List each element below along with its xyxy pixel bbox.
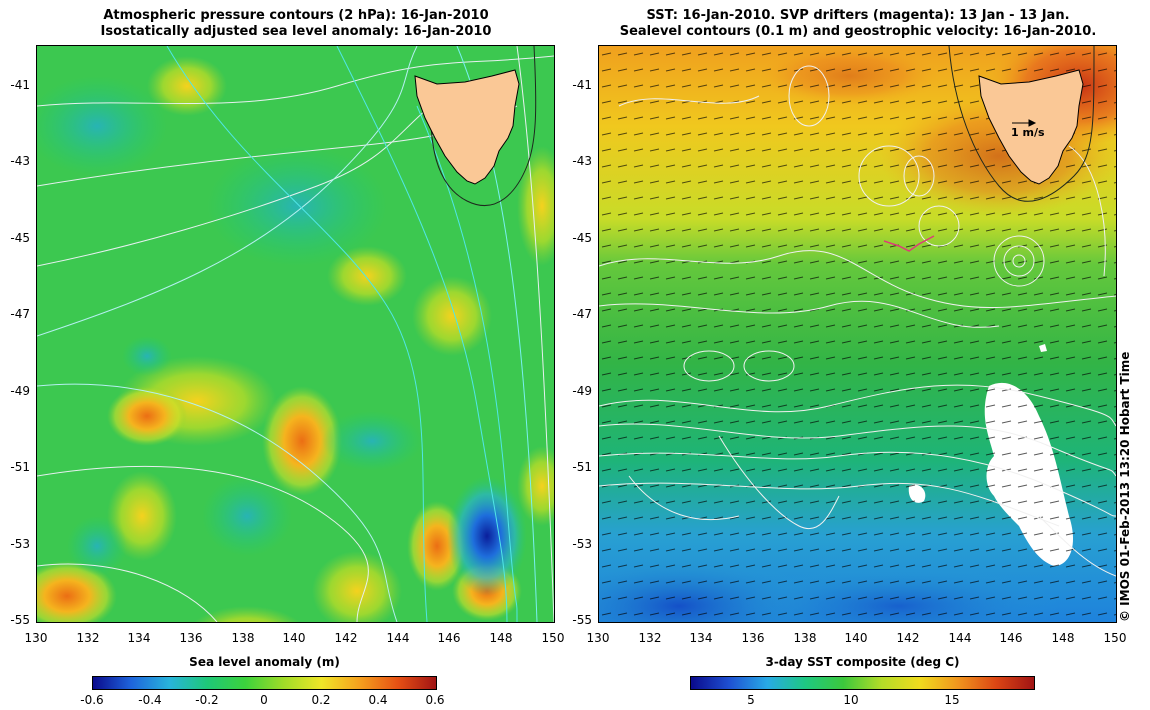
pressure-contours	[37, 46, 554, 622]
velocity-scale-arrow	[1012, 119, 1037, 127]
sla-colorbar-label: Sea level anomaly (m)	[189, 655, 340, 669]
right-title-line1: SST: 16-Jan-2010. SVP drifters (magenta)…	[646, 8, 1070, 23]
x-tick: 136	[741, 631, 765, 645]
colorbar-tick: 10	[843, 693, 859, 707]
left-title-line1: Atmospheric pressure contours (2 hPa): 1…	[103, 8, 489, 23]
x-tick: 138	[793, 631, 817, 645]
y-tick: -41	[10, 78, 30, 92]
sla-colorbar	[92, 676, 437, 690]
y-tick: -49	[572, 384, 592, 398]
x-tick: 140	[282, 631, 306, 645]
colorbar-tick: 15	[944, 693, 960, 707]
y-tick: -51	[572, 460, 592, 474]
sea-level-anomaly-map	[36, 45, 555, 623]
y-tick: -51	[10, 460, 30, 474]
velocity-scale-label: 1 m/s	[1011, 126, 1045, 139]
y-tick: -43	[10, 154, 30, 168]
colorbar-tick: 0	[260, 693, 268, 707]
x-tick: 144	[386, 631, 410, 645]
colorbar-tick: 5	[747, 693, 755, 707]
right-panel-title: SST: 16-Jan-2010. SVP drifters (magenta)…	[598, 8, 1118, 40]
y-tick: -47	[10, 307, 30, 321]
tasmania-land	[414, 69, 520, 185]
sst-map-svg	[599, 46, 1116, 622]
x-tick: 132	[638, 631, 662, 645]
y-tick: -49	[10, 384, 30, 398]
colorbar-tick: 0.4	[368, 693, 388, 707]
bathymetry-contour-right	[948, 46, 1095, 202]
tasmania-land-right	[978, 69, 1084, 185]
x-tick: 148	[489, 631, 513, 645]
x-tick: 148	[1051, 631, 1075, 645]
y-tick: -45	[572, 231, 592, 245]
x-tick: 130	[586, 631, 610, 645]
x-tick: 130	[24, 631, 48, 645]
x-tick: 136	[179, 631, 203, 645]
left-panel-title: Atmospheric pressure contours (2 hPa): 1…	[36, 8, 556, 40]
sst-colorbar-label: 3-day SST composite (deg C)	[765, 655, 960, 669]
sea-level-contours	[599, 65, 1116, 577]
x-tick: 146	[999, 631, 1023, 645]
colorbar-tick: -0.6	[80, 693, 104, 707]
x-tick: 134	[689, 631, 713, 645]
x-tick: 132	[76, 631, 100, 645]
sst-map	[598, 45, 1117, 623]
x-tick: 150	[1103, 631, 1127, 645]
sst-colorbar	[690, 676, 1035, 690]
x-tick: 142	[896, 631, 920, 645]
y-tick: -55	[10, 613, 30, 627]
x-tick: 138	[231, 631, 255, 645]
x-tick: 142	[334, 631, 358, 645]
x-tick: 150	[541, 631, 565, 645]
colorbar-tick: 0.6	[425, 693, 445, 707]
colorbar-tick: 0.2	[311, 693, 331, 707]
y-tick: -45	[10, 231, 30, 245]
bathymetry-contour	[430, 46, 537, 207]
right-title-line2: Sealevel contours (0.1 m) and geostrophi…	[619, 24, 1097, 39]
y-tick: -41	[572, 78, 592, 92]
y-tick: -53	[10, 537, 30, 551]
imos-credit: © IMOS 01-Feb-2013 13:20 Hobart Time	[1118, 351, 1132, 622]
svp-drifter-track	[883, 235, 935, 252]
y-tick: -43	[572, 154, 592, 168]
x-tick: 146	[437, 631, 461, 645]
x-tick: 144	[948, 631, 972, 645]
colorbar-tick: -0.2	[195, 693, 219, 707]
y-tick: -55	[572, 613, 592, 627]
x-tick: 134	[127, 631, 151, 645]
sla-map-svg	[37, 46, 554, 622]
colorbar-tick: -0.4	[138, 693, 162, 707]
left-title-line2: Isostatically adjusted sea level anomaly…	[100, 24, 492, 39]
y-tick: -47	[572, 307, 592, 321]
x-tick: 140	[844, 631, 868, 645]
y-tick: -53	[572, 537, 592, 551]
